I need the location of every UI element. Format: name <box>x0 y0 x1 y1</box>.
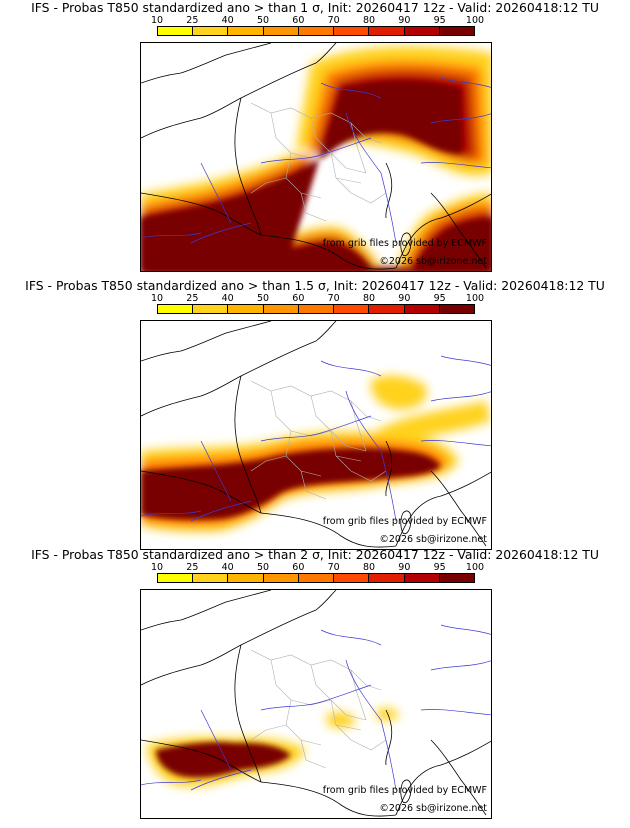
colorbar <box>157 573 475 583</box>
colorbar-swatch <box>158 574 194 582</box>
panel-2sigma: IFS - Probas T850 standardized ano > tha… <box>0 547 630 819</box>
colorbar-tick-label: 90 <box>398 562 411 573</box>
colorbar-tick-label: 80 <box>362 562 376 573</box>
colorbar-tick-label: 25 <box>186 293 199 304</box>
panel-1-5sigma: IFS - Probas T850 standardized ano > tha… <box>0 278 630 550</box>
colorbar-swatch <box>193 574 229 582</box>
source-credit: from grib files provided by ECMWF <box>322 785 487 796</box>
colorbar-tick-label: 100 <box>465 15 485 26</box>
colorbar-tick-label: 95 <box>433 293 446 304</box>
colorbar <box>157 304 475 314</box>
colorbar-swatch <box>263 27 299 35</box>
colorbar-tick-label: 70 <box>327 15 340 26</box>
colorbar-tick-label: 80 <box>362 15 376 26</box>
colorbar-tick-label: 60 <box>292 562 305 573</box>
colorbar-tick-label: 100 <box>465 293 485 304</box>
source-credit: from grib files provided by ECMWF <box>322 238 487 249</box>
colorbar-tick-label: 50 <box>256 15 270 26</box>
colorbar-swatch <box>334 574 370 582</box>
colorbar-swatch <box>158 305 194 313</box>
colorbar-swatch <box>158 27 194 35</box>
colorbar-tick-label: 10 <box>150 15 164 26</box>
colorbar-swatch <box>298 305 335 313</box>
colorbar-swatch <box>263 305 299 313</box>
colorbar-swatch <box>228 574 264 582</box>
colorbar-swatch <box>439 27 474 35</box>
colorbar-tick-label: 10 <box>150 562 164 573</box>
colorbar-tick-label: 95 <box>433 562 446 573</box>
colorbar-tick-label: 50 <box>256 562 270 573</box>
panel-title: IFS - Probas T850 standardized ano > tha… <box>25 278 605 293</box>
copyright: ©2026 sb@irizone.net <box>379 534 487 545</box>
probability-map[interactable]: from grib files provided by ECMWF ©2026 … <box>140 320 492 550</box>
colorbar-swatch <box>369 27 405 35</box>
colorbar-tick-label: 10 <box>150 293 164 304</box>
panel-1sigma: IFS - Probas T850 standardized ano > tha… <box>0 0 630 272</box>
colorbar-swatch <box>334 27 370 35</box>
panel-title: IFS - Probas T850 standardized ano > tha… <box>31 0 599 15</box>
colorbar-tick-label: 70 <box>327 293 340 304</box>
colorbar-tick-label: 40 <box>221 562 234 573</box>
colorbar-labels: 10 25 40 50 60 70 80 90 95 100 <box>140 562 490 573</box>
colorbar-swatch <box>334 305 370 313</box>
colorbar-swatch <box>228 27 264 35</box>
colorbar-swatch <box>193 305 229 313</box>
colorbar-tick-label: 60 <box>292 15 305 26</box>
source-credit: from grib files provided by ECMWF <box>322 516 487 527</box>
colorbar-swatch <box>404 574 440 582</box>
probability-map[interactable]: from grib files provided by ECMWF ©2026 … <box>140 589 492 819</box>
colorbar-tick-label: 40 <box>221 293 234 304</box>
copyright: ©2026 sb@irizone.net <box>379 256 487 267</box>
colorbar-swatch <box>404 27 440 35</box>
colorbar-swatch <box>439 305 474 313</box>
colorbar-tick-label: 95 <box>433 15 446 26</box>
colorbar-tick-label: 90 <box>398 293 411 304</box>
colorbar-swatch <box>193 27 229 35</box>
colorbar-swatch <box>369 574 405 582</box>
colorbar-tick-label: 80 <box>362 293 376 304</box>
colorbar-swatch <box>404 305 440 313</box>
colorbar-tick-label: 25 <box>186 562 199 573</box>
colorbar-tick-label: 60 <box>292 293 305 304</box>
colorbar-tick-label: 100 <box>465 562 485 573</box>
colorbar-swatch <box>263 574 299 582</box>
colorbar-tick-label: 70 <box>327 562 340 573</box>
colorbar-tick-label: 90 <box>398 15 411 26</box>
colorbar-swatch <box>369 305 405 313</box>
colorbar-swatch <box>298 574 335 582</box>
colorbar-tick-label: 50 <box>256 293 270 304</box>
panel-title: IFS - Probas T850 standardized ano > tha… <box>31 547 599 562</box>
colorbar-tick-label: 40 <box>221 15 234 26</box>
colorbar-labels: 10 25 40 50 60 70 80 90 95 100 <box>140 15 490 26</box>
colorbar-swatch <box>228 305 264 313</box>
colorbar-swatch <box>298 27 335 35</box>
colorbar-swatch <box>439 574 474 582</box>
probability-map[interactable]: from grib files provided by ECMWF ©2026 … <box>140 42 492 272</box>
colorbar-labels: 10 25 40 50 60 70 80 90 95 100 <box>140 293 490 304</box>
colorbar <box>157 26 475 36</box>
colorbar-tick-label: 25 <box>186 15 199 26</box>
copyright: ©2026 sb@irizone.net <box>379 803 487 814</box>
